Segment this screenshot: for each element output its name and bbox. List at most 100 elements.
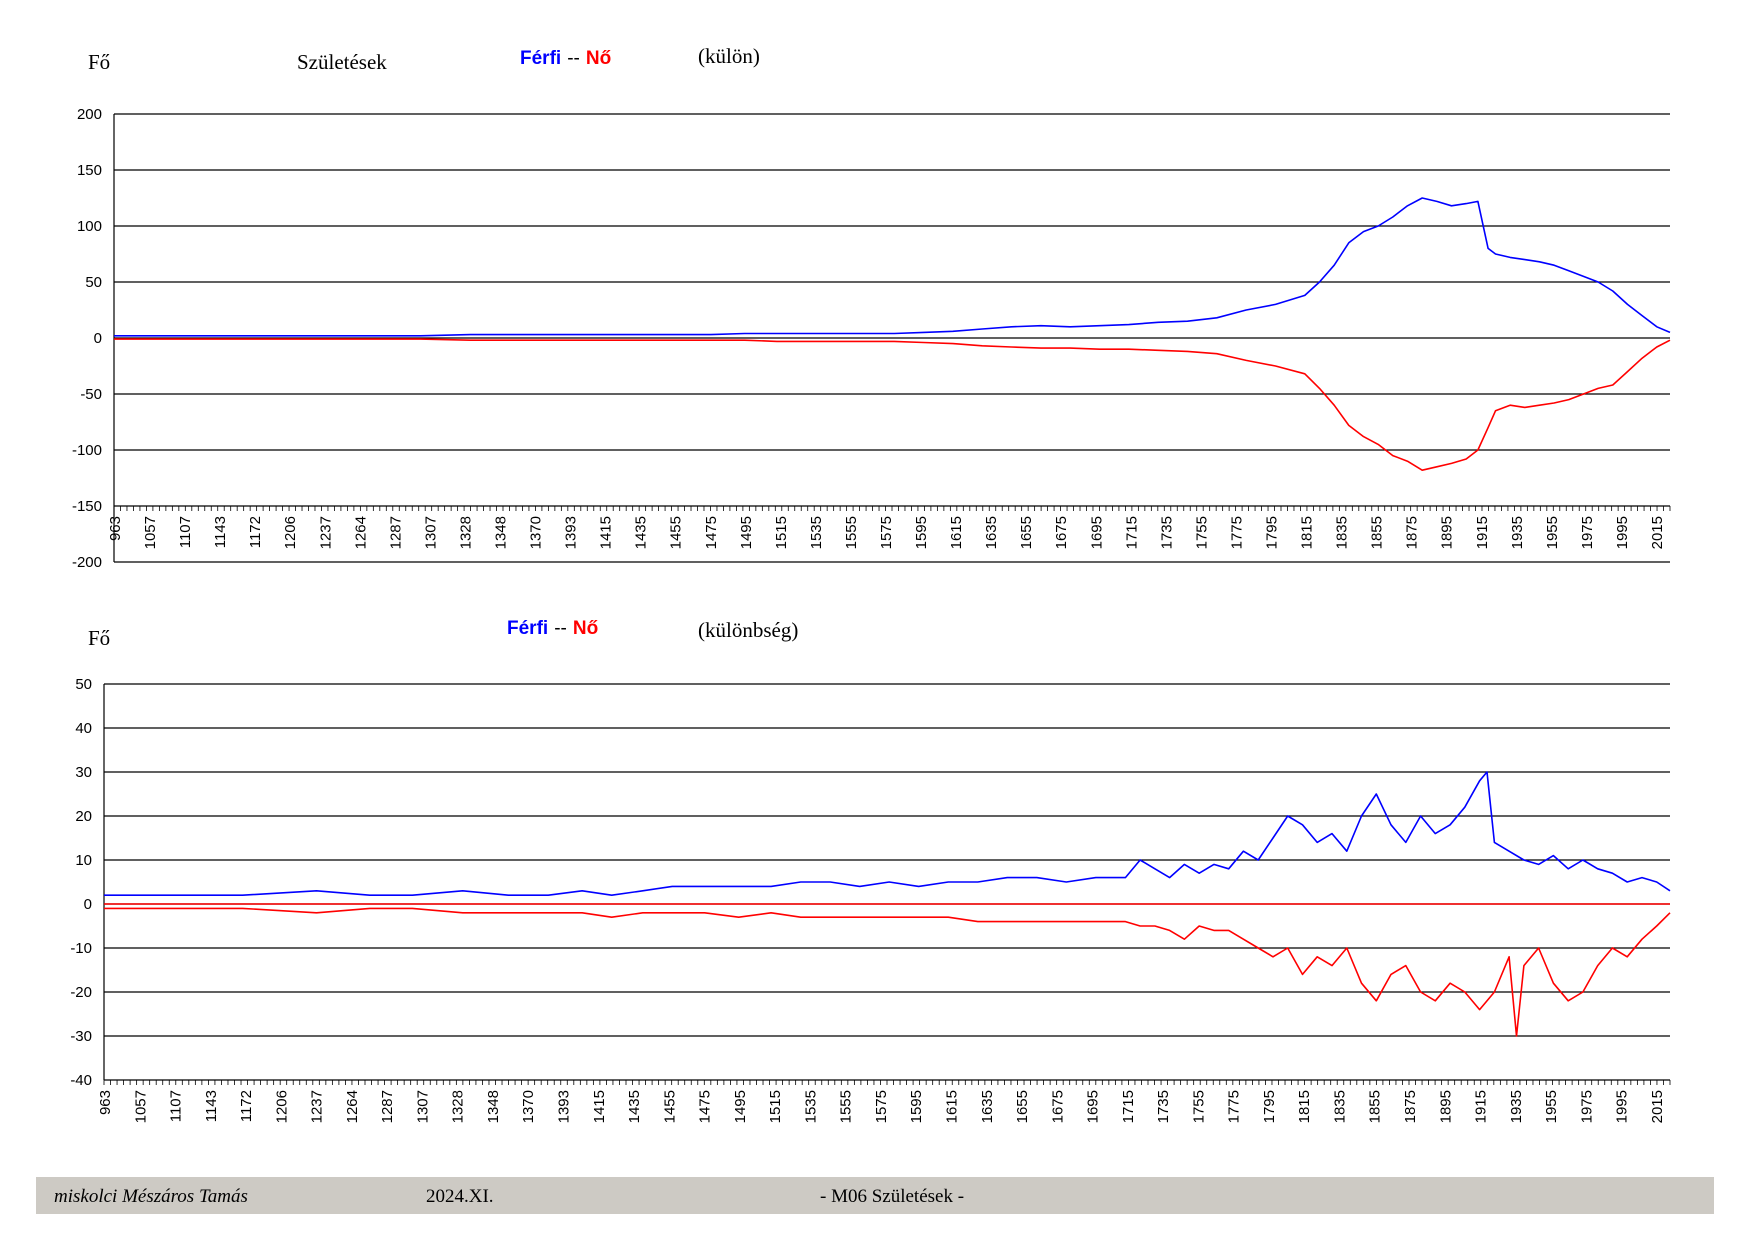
y-tick-label: 200 — [77, 106, 102, 123]
chart2-legend: Férfi -- Nő — [507, 618, 598, 640]
x-tick-label: 1975 — [1578, 1090, 1595, 1123]
x-tick-label: 1895 — [1437, 1090, 1454, 1123]
y-tick-label: 0 — [94, 330, 102, 347]
x-tick-label: 1057 — [132, 1090, 149, 1123]
x-tick-label: 1875 — [1404, 516, 1421, 549]
x-tick-label: 1328 — [457, 516, 474, 549]
x-tick-label: 1855 — [1369, 516, 1386, 549]
x-tick-label: 1735 — [1158, 516, 1175, 549]
x-tick-label: 1675 — [1049, 1090, 1066, 1123]
x-tick-label: 1815 — [1299, 516, 1316, 549]
x-tick-label: 1143 — [203, 1090, 220, 1122]
x-tick-label: 1915 — [1473, 1090, 1490, 1123]
x-tick-label: 1895 — [1439, 516, 1456, 549]
x-tick-label: 963 — [97, 1090, 114, 1115]
x-tick-label: 1915 — [1474, 516, 1491, 549]
x-tick-label: 1555 — [843, 516, 860, 549]
x-tick-label: 1057 — [142, 516, 159, 549]
x-tick-label: 1535 — [802, 1090, 819, 1123]
y-tick-label: 20 — [75, 808, 92, 825]
y-tick-label: 40 — [75, 720, 92, 737]
y-tick-label: -30 — [70, 1028, 92, 1045]
x-tick-label: 1515 — [773, 516, 790, 549]
x-tick-label: 1595 — [908, 1090, 925, 1123]
x-tick-label: 1835 — [1334, 516, 1351, 549]
x-tick-label: 1435 — [633, 516, 650, 549]
legend-female-label: Nő — [572, 618, 599, 639]
y-tick-label: -40 — [70, 1072, 92, 1089]
x-tick-label: 1775 — [1226, 1090, 1243, 1123]
x-tick-label: 1955 — [1543, 1090, 1560, 1123]
x-tick-label: 1475 — [703, 516, 720, 549]
x-tick-label: 1735 — [1155, 1090, 1172, 1123]
chart1-legend: Férfi -- Nő — [520, 48, 611, 70]
x-tick-label: 1635 — [983, 516, 1000, 549]
x-tick-label: 1515 — [767, 1090, 784, 1123]
x-tick-label: 1206 — [282, 516, 299, 549]
x-tick-label: 1415 — [591, 1090, 608, 1123]
x-tick-label: 1107 — [177, 516, 194, 548]
series-line-female — [114, 338, 1671, 472]
x-tick-label: 1575 — [878, 516, 895, 549]
chart1-title: Születések — [297, 50, 387, 74]
x-tick-label: 1935 — [1508, 1090, 1525, 1123]
y-tick-label: 50 — [75, 676, 92, 693]
y-tick-label: 150 — [77, 162, 102, 179]
x-tick-label: 1264 — [344, 1090, 361, 1123]
x-tick-label: 1172 — [238, 1090, 255, 1122]
x-tick-label: 1575 — [873, 1090, 890, 1123]
x-tick-label: 1287 — [387, 516, 404, 549]
x-tick-label: 1495 — [738, 516, 755, 549]
chart2-y-unit: Fő — [88, 626, 111, 650]
y-tick-label: 50 — [85, 274, 102, 291]
x-tick-label: 1393 — [556, 1090, 573, 1123]
x-tick-label: 1695 — [1088, 516, 1105, 549]
x-tick-label: 1995 — [1614, 516, 1631, 549]
legend-separator: -- — [554, 618, 567, 639]
legend-female-label: Nő — [585, 48, 612, 69]
x-tick-label: 1555 — [838, 1090, 855, 1123]
x-tick-label: 1715 — [1120, 1090, 1137, 1123]
x-tick-label: 1835 — [1331, 1090, 1348, 1123]
x-tick-label: 1370 — [520, 1090, 537, 1123]
x-tick-label: 1495 — [732, 1090, 749, 1123]
x-tick-label: 1595 — [913, 516, 930, 549]
x-tick-label: 1348 — [485, 1090, 502, 1123]
chart-births-difference: -40 -30 -20 -10 0 10 20 30 40 50 963 1057 1107 1143 11… — [70, 676, 1671, 1123]
x-tick-label: 1815 — [1296, 1090, 1313, 1123]
series-line-female — [104, 907, 1671, 1037]
chart2-note: (különbség) — [698, 618, 799, 642]
x-tick-label: 1415 — [598, 516, 615, 549]
x-tick-label: 1307 — [422, 516, 439, 549]
x-tick-label: 1755 — [1190, 1090, 1207, 1123]
x-tick-label: 1264 — [352, 516, 369, 549]
x-tick-label: 1107 — [168, 1090, 185, 1122]
x-tick-label: 1328 — [450, 1090, 467, 1123]
x-tick-label: 1172 — [247, 516, 264, 548]
x-tick-label: 1348 — [492, 516, 509, 549]
legend-male-label: Férfi — [507, 618, 549, 639]
x-tick-label: 1975 — [1579, 516, 1596, 549]
x-tick-label: 1695 — [1085, 1090, 1102, 1123]
x-tick-label: 1795 — [1261, 1090, 1278, 1123]
y-tick-label: -20 — [70, 984, 92, 1001]
x-tick-label: 1755 — [1193, 516, 1210, 549]
x-tick-label: 1675 — [1053, 516, 1070, 549]
x-tick-label: 1715 — [1123, 516, 1140, 549]
footer-date: 2024.XI. — [426, 1186, 494, 1207]
y-tick-label: 10 — [75, 852, 92, 869]
y-tick-label: -200 — [72, 554, 102, 571]
x-tick-label: 1455 — [668, 516, 685, 549]
x-tick-label: 1307 — [414, 1090, 431, 1123]
y-tick-label: 100 — [77, 218, 102, 235]
legend-male-label: Férfi — [520, 48, 562, 69]
x-tick-label: 1143 — [212, 516, 229, 548]
x-tick-label: 1655 — [1018, 516, 1035, 549]
x-tick-label: 1370 — [528, 516, 545, 549]
x-tick-label: 1955 — [1544, 516, 1561, 549]
x-tick-label: 1535 — [808, 516, 825, 549]
x-tick-label: 1875 — [1402, 1090, 1419, 1123]
series-line-male — [114, 197, 1671, 337]
legend-separator: -- — [567, 48, 580, 69]
y-tick-label: 0 — [84, 896, 92, 913]
